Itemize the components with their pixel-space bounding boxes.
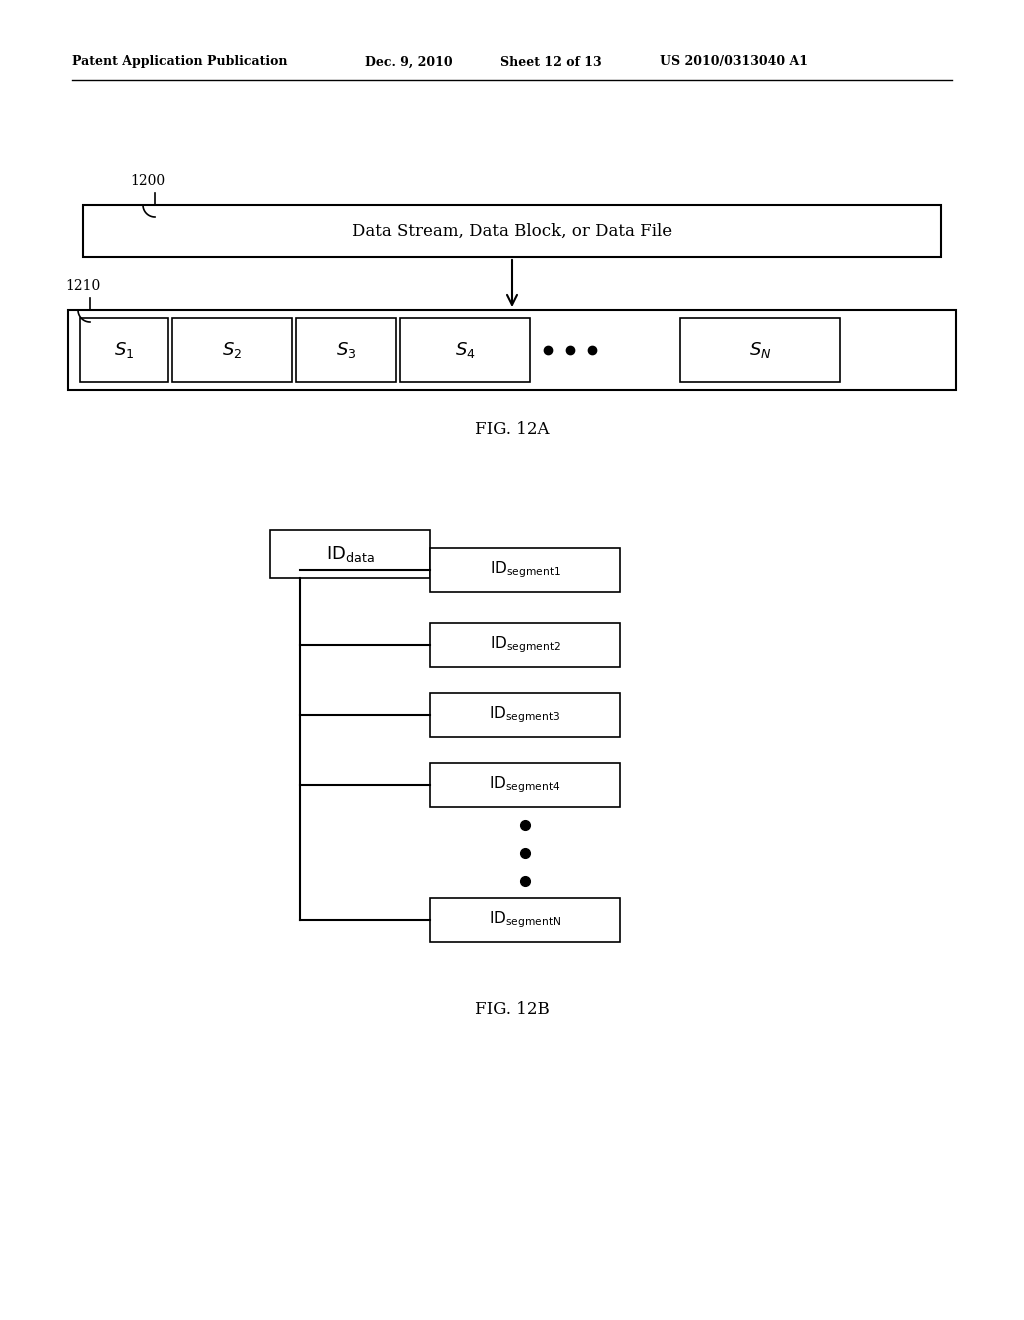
Text: Patent Application Publication: Patent Application Publication <box>72 55 288 69</box>
Text: $\mathrm{ID}_{\mathrm{data}}$: $\mathrm{ID}_{\mathrm{data}}$ <box>326 544 375 564</box>
Text: Dec. 9, 2010: Dec. 9, 2010 <box>365 55 453 69</box>
Text: $\mathrm{ID}_{\mathrm{segment1}}$: $\mathrm{ID}_{\mathrm{segment1}}$ <box>489 560 560 581</box>
Text: $S_N$: $S_N$ <box>749 341 771 360</box>
Text: FIG. 12A: FIG. 12A <box>475 421 549 438</box>
Text: Data Stream, Data Block, or Data File: Data Stream, Data Block, or Data File <box>352 223 672 239</box>
Text: $S_1$: $S_1$ <box>114 341 134 360</box>
Bar <box>430 763 620 807</box>
Bar <box>270 531 430 578</box>
Text: FIG. 12B: FIG. 12B <box>475 1002 549 1019</box>
Bar <box>400 318 530 381</box>
Bar <box>430 693 620 737</box>
Bar <box>68 310 956 389</box>
Text: $\mathrm{ID}_{\mathrm{segmentN}}$: $\mathrm{ID}_{\mathrm{segmentN}}$ <box>488 909 561 931</box>
Text: $S_2$: $S_2$ <box>222 341 242 360</box>
Text: US 2010/0313040 A1: US 2010/0313040 A1 <box>660 55 808 69</box>
Bar <box>83 205 941 257</box>
Text: Sheet 12 of 13: Sheet 12 of 13 <box>500 55 602 69</box>
Text: $S_4$: $S_4$ <box>455 341 475 360</box>
Bar <box>430 623 620 667</box>
Bar <box>80 318 168 381</box>
Bar <box>296 318 396 381</box>
Text: $\mathrm{ID}_{\mathrm{segment2}}$: $\mathrm{ID}_{\mathrm{segment2}}$ <box>489 635 560 655</box>
Bar <box>680 318 840 381</box>
Text: 1210: 1210 <box>65 279 100 293</box>
Bar <box>430 548 620 591</box>
Text: $\mathrm{ID}_{\mathrm{segment3}}$: $\mathrm{ID}_{\mathrm{segment3}}$ <box>489 705 560 725</box>
Text: 1200: 1200 <box>130 174 165 187</box>
Text: $\mathrm{ID}_{\mathrm{segment4}}$: $\mathrm{ID}_{\mathrm{segment4}}$ <box>489 775 561 795</box>
Bar <box>172 318 292 381</box>
Text: $S_3$: $S_3$ <box>336 341 356 360</box>
Bar <box>430 898 620 942</box>
